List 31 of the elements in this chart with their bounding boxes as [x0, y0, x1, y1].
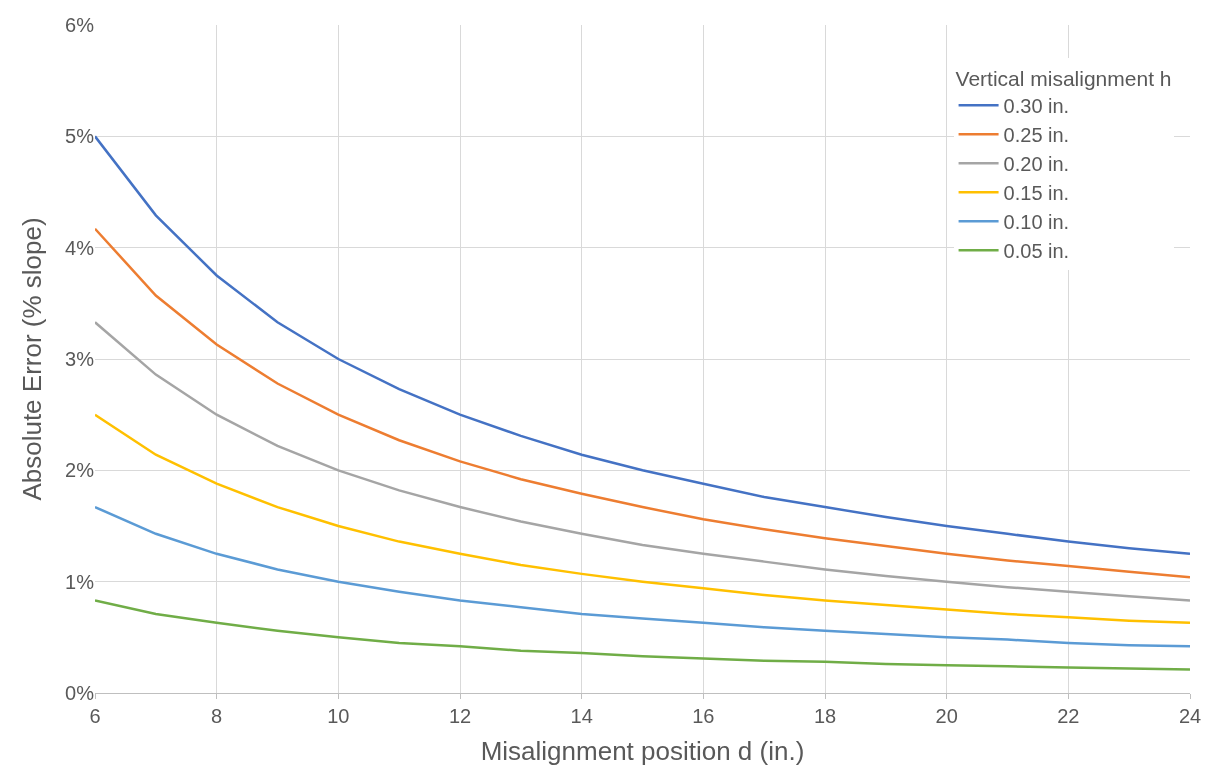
x-tick-label: 18 — [813, 705, 837, 727]
x-tick-label: 12 — [448, 705, 472, 727]
x-tick-label: 10 — [327, 705, 350, 727]
legend-label: 0.15 in. — [1003, 182, 1070, 204]
y-tick-label: 2% — [65, 459, 95, 482]
legend-label: 0.30 in. — [1003, 95, 1070, 117]
legend-title: Vertical misalignment h — [955, 66, 1172, 90]
y-tick-label: 6% — [65, 14, 95, 36]
y-tick-label: 5% — [65, 125, 95, 148]
x-tick-label: 14 — [570, 705, 593, 727]
line-series — [95, 413, 1190, 625]
y-tick-label: 3% — [65, 348, 95, 370]
x-axis-title: Misalignment position d (in.) — [480, 735, 805, 766]
x-tick-label: 24 — [1178, 705, 1202, 727]
x-tick-label: 8 — [211, 705, 223, 727]
x-tick-label: 16 — [692, 705, 715, 727]
x-tick-label: 20 — [935, 705, 958, 727]
x-tick-label: 6 — [89, 705, 101, 727]
legend-label: 0.20 in. — [1003, 153, 1070, 175]
line-series — [95, 505, 1190, 648]
y-tick-label: 1% — [65, 570, 95, 593]
line-series — [95, 321, 1190, 602]
y-tick-label: 4% — [65, 236, 95, 259]
line-series — [95, 599, 1190, 671]
y-axis-title: Absolute Error (% slope) — [17, 217, 48, 501]
legend-label: 0.25 in. — [1003, 124, 1070, 146]
legend-label: 0.05 in. — [1003, 240, 1070, 262]
legend-label: 0.10 in. — [1003, 211, 1070, 233]
line-series — [95, 227, 1190, 579]
x-tick-label: 22 — [1057, 705, 1080, 727]
y-tick-label: 0% — [65, 682, 95, 704]
